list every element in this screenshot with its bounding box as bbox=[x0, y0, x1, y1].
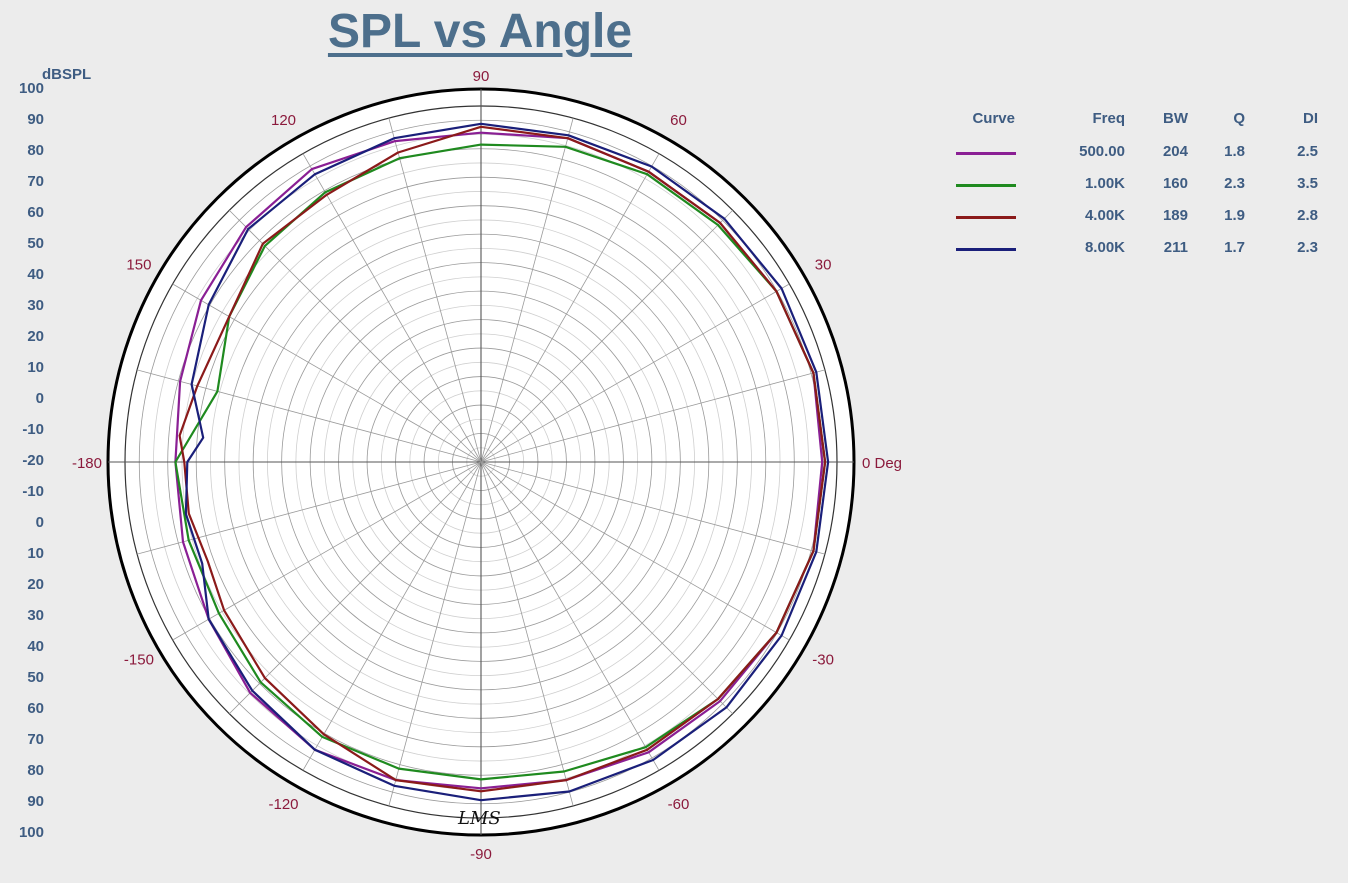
grid-spoke bbox=[137, 369, 482, 463]
legend-bw: 211 bbox=[1163, 239, 1188, 256]
radial-scale-label: 90 bbox=[27, 111, 44, 128]
legend-freq: 8.00K bbox=[1084, 239, 1125, 256]
angle-label: 120 bbox=[271, 112, 296, 129]
radial-scale-label: 80 bbox=[27, 762, 44, 779]
grid-spoke bbox=[302, 153, 482, 463]
signature: LMS bbox=[458, 808, 501, 829]
chart-title: SPL vs Angle bbox=[327, 5, 633, 58]
legend-swatch bbox=[956, 216, 1016, 219]
legend-header-curve: Curve bbox=[972, 110, 1015, 127]
legend-q: 1.9 bbox=[1224, 207, 1245, 224]
radial-scale-label: -20 bbox=[22, 452, 44, 469]
curve-8.00K bbox=[184, 122, 830, 802]
grid-spoke bbox=[172, 283, 482, 463]
radial-scale-label: 10 bbox=[27, 545, 44, 562]
legend-di: 2.5 bbox=[1297, 143, 1318, 160]
legend-q: 1.8 bbox=[1224, 143, 1245, 160]
radial-scale-label: 50 bbox=[27, 669, 44, 686]
curve-4.00K bbox=[178, 125, 827, 793]
grid-spoke bbox=[480, 118, 574, 463]
radial-scale-label: 30 bbox=[27, 607, 44, 624]
grid-spoke bbox=[480, 461, 660, 771]
radial-scale-label: 60 bbox=[27, 700, 44, 717]
radial-scale-label: -10 bbox=[22, 421, 44, 438]
legend-header-bw: BW bbox=[1163, 110, 1188, 127]
angle-label: -60 bbox=[668, 796, 690, 813]
grid-spoke bbox=[228, 209, 482, 463]
grid-spoke bbox=[480, 283, 790, 463]
radial-scale-label: 70 bbox=[27, 731, 44, 748]
radial-scale-label: 50 bbox=[27, 235, 44, 252]
radial-scale-label: 90 bbox=[27, 793, 44, 810]
angle-label: 30 bbox=[815, 257, 832, 274]
legend-header-q: Q bbox=[1233, 110, 1245, 127]
legend-swatch bbox=[956, 184, 1016, 187]
grid-spoke bbox=[480, 209, 734, 463]
angle-label: 90 bbox=[473, 68, 490, 85]
radial-scale-label: 20 bbox=[27, 328, 44, 345]
radial-scale-label: -10 bbox=[22, 483, 44, 500]
grid-spoke bbox=[480, 369, 825, 463]
radial-scale-label: 70 bbox=[27, 173, 44, 190]
grid-spoke bbox=[388, 461, 482, 806]
angle-label: -180 bbox=[72, 455, 102, 472]
legend-swatch bbox=[956, 248, 1016, 251]
radial-scale-label: 0 bbox=[35, 514, 44, 531]
grid-spoke bbox=[480, 153, 660, 463]
legend-di: 2.8 bbox=[1297, 207, 1318, 224]
angle-label: -30 bbox=[812, 652, 834, 669]
legend-freq: 1.00K bbox=[1084, 175, 1125, 192]
radial-scale-label: 0 bbox=[35, 390, 44, 407]
radial-scale-label: 10 bbox=[27, 359, 44, 376]
radial-scale-label: 100 bbox=[18, 80, 44, 97]
radial-unit-label: dBSPL bbox=[42, 66, 92, 83]
legend-header-freq: Freq bbox=[1092, 110, 1125, 127]
angle-label: -150 bbox=[124, 652, 154, 669]
grid-spoke bbox=[480, 461, 825, 555]
legend-freq: 4.00K bbox=[1084, 207, 1125, 224]
radial-scale-label: 100 bbox=[18, 824, 44, 841]
legend-q: 1.7 bbox=[1224, 239, 1245, 256]
legend-di: 3.5 bbox=[1297, 175, 1318, 192]
angle-label: 150 bbox=[126, 257, 151, 274]
legend-q: 2.3 bbox=[1224, 175, 1245, 192]
grid-spoke bbox=[302, 461, 482, 771]
angle-label: 60 bbox=[670, 112, 687, 129]
legend-swatch bbox=[956, 152, 1016, 155]
grid-spoke bbox=[480, 461, 574, 806]
grid-spoke bbox=[228, 461, 482, 715]
angle-label: -120 bbox=[268, 796, 298, 813]
legend-bw: 204 bbox=[1162, 143, 1188, 160]
radial-scale-label: 60 bbox=[27, 204, 44, 221]
legend-di: 2.3 bbox=[1297, 239, 1318, 256]
radial-scale-label: 20 bbox=[27, 576, 44, 593]
grid-spoke bbox=[388, 118, 482, 463]
curve-1.00K bbox=[174, 143, 827, 781]
radial-scale-label: 80 bbox=[27, 142, 44, 159]
angle-label: -90 bbox=[470, 846, 492, 863]
angle-label: 0 Deg bbox=[862, 455, 902, 472]
grid-spoke bbox=[480, 461, 790, 641]
legend-freq: 500.00 bbox=[1079, 143, 1125, 160]
legend-bw: 160 bbox=[1162, 175, 1188, 192]
legend-header-di: DI bbox=[1303, 110, 1318, 127]
legend-bw: 189 bbox=[1162, 207, 1188, 224]
radial-scale-label: 40 bbox=[27, 266, 44, 283]
radial-scale-label: 40 bbox=[27, 638, 44, 655]
radial-scale-label: 30 bbox=[27, 297, 44, 314]
grid-spoke bbox=[480, 461, 734, 715]
